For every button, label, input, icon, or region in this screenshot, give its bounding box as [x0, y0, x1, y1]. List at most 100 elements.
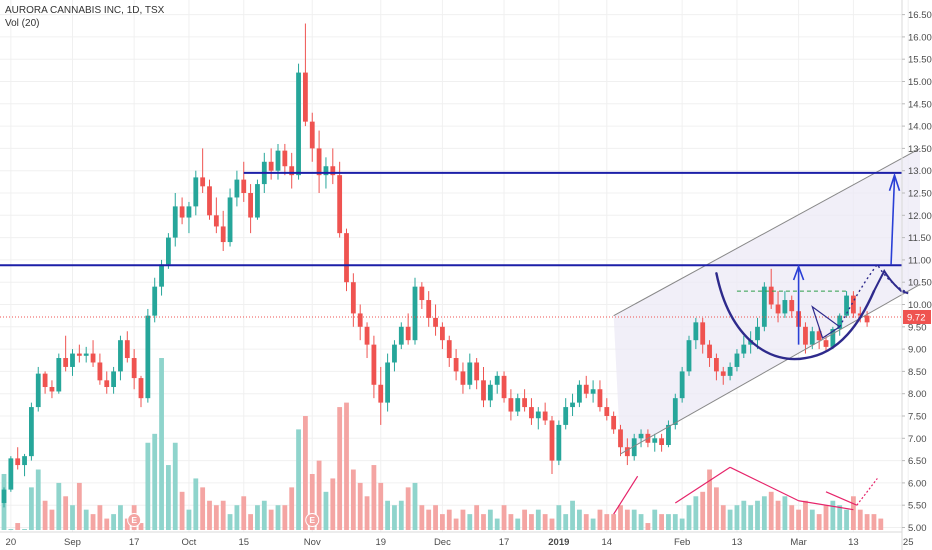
volume-bar — [275, 505, 281, 530]
candle-up — [35, 373, 41, 408]
candle-down — [440, 326, 445, 341]
candle-down — [49, 387, 55, 392]
volume-bar — [433, 505, 438, 530]
volume-bar — [289, 487, 295, 530]
volume-bar — [672, 514, 678, 530]
volume-bar — [487, 509, 493, 530]
candle-up — [837, 315, 843, 330]
candle-down — [433, 317, 438, 327]
candle-down — [309, 121, 315, 149]
candle-up — [830, 329, 836, 347]
volume-bar — [645, 523, 651, 530]
candle-up — [741, 344, 747, 354]
candle-down — [474, 362, 480, 381]
volume-bar — [590, 518, 596, 530]
candle-down — [289, 166, 295, 176]
volume-indicator-label: Vol (20) — [5, 18, 39, 29]
y-tick-label: 9.50 — [908, 322, 927, 333]
volume-bar — [378, 482, 384, 530]
candle-down — [775, 304, 781, 314]
volume-bar — [624, 509, 630, 530]
volume-bar — [440, 514, 445, 530]
volume-bar — [8, 529, 14, 530]
volume-bar — [309, 473, 315, 530]
volume-bar — [268, 509, 274, 530]
volume-bar — [255, 505, 260, 530]
volume-bar — [638, 514, 644, 530]
channel-fill — [613, 148, 920, 454]
candle-up — [727, 366, 733, 376]
volume-bar — [727, 509, 733, 530]
volume-bar — [42, 500, 48, 530]
volume-bar — [474, 505, 480, 530]
candle-up — [145, 315, 151, 399]
candle-up — [255, 184, 260, 218]
candle-down — [714, 358, 719, 372]
candle-down — [131, 358, 137, 379]
volume-bar — [583, 514, 589, 530]
candle-down — [179, 206, 185, 218]
candle-down — [446, 340, 452, 359]
candle-down — [481, 380, 486, 401]
candle-up — [385, 362, 390, 403]
volume-bar — [714, 487, 719, 530]
candle-up — [693, 322, 699, 341]
volume-bar — [775, 500, 781, 530]
volume-bar — [385, 500, 390, 530]
volume-bar — [830, 500, 836, 530]
candle-up — [809, 331, 815, 345]
volume-bar — [179, 491, 185, 530]
volume-bar — [768, 491, 774, 530]
candle-down — [138, 378, 144, 399]
volume-bar — [871, 514, 877, 530]
volume-bar — [138, 523, 144, 530]
y-tick-label: 16.00 — [908, 32, 932, 43]
volume-bar — [412, 482, 418, 530]
x-tick-label: 25 — [903, 537, 914, 548]
candle-down — [501, 375, 507, 399]
candle-down — [453, 358, 459, 372]
volume-bar — [796, 509, 801, 530]
volume-bar — [392, 505, 397, 530]
candle-up — [111, 371, 116, 388]
candle-down — [624, 447, 630, 457]
y-tick-label: 14.00 — [908, 122, 932, 133]
volume-trend-line — [729, 466, 799, 502]
candle-down — [63, 358, 69, 367]
candle-up — [570, 402, 575, 408]
volume-bar — [501, 505, 507, 530]
volume-bar — [631, 509, 637, 530]
candle-up — [118, 340, 123, 372]
candle-down — [851, 295, 856, 314]
candle-down — [426, 300, 432, 318]
candle-down — [597, 389, 603, 408]
volume-bar — [261, 500, 267, 530]
volume-trend-line — [825, 491, 858, 506]
volume-bar — [104, 518, 110, 530]
y-tick-label: 7.50 — [908, 412, 927, 423]
y-tick-label: 13.50 — [908, 144, 932, 155]
candle-up — [323, 166, 329, 176]
candle-up — [186, 206, 192, 218]
volume-bar — [337, 407, 343, 530]
volume-bar — [76, 482, 82, 530]
volume-bar — [398, 500, 404, 530]
y-tick-label: 11.50 — [908, 233, 931, 244]
candle-up — [844, 295, 849, 316]
volume-bar — [207, 500, 212, 530]
candle-down — [268, 161, 274, 171]
volume-bar — [741, 500, 747, 530]
earnings-marker-label: E — [131, 515, 137, 525]
candle-down — [864, 315, 870, 323]
candle-down — [803, 326, 808, 345]
volume-bar — [761, 496, 767, 530]
volume-bar — [15, 523, 21, 530]
volume-bar — [878, 518, 884, 530]
volume-bar — [577, 509, 582, 530]
candle-up — [22, 456, 27, 466]
volume-bar — [234, 505, 240, 530]
handle-triangle — [811, 305, 841, 339]
volume-bar — [145, 442, 151, 530]
volume-bar — [481, 514, 486, 530]
